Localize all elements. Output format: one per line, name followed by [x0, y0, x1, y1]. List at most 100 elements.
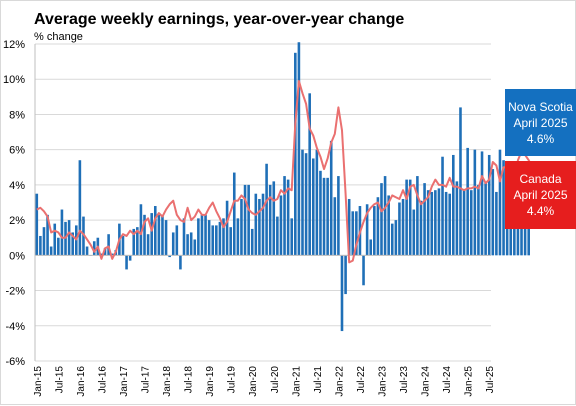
bar-nova-scotia [35, 193, 39, 256]
bar-nova-scotia [161, 214, 164, 256]
bar-nova-scotia [240, 198, 243, 256]
line-canada [36, 79, 540, 264]
canada-callout: Canada April 2025 4.4% [505, 161, 576, 229]
bar-nova-scotia [322, 177, 326, 256]
canada-callout-value: 4.4% [526, 204, 555, 218]
bar-nova-scotia [100, 253, 103, 256]
x-tick-label: Jul-15 [54, 366, 65, 394]
bar-nova-scotia [150, 213, 153, 256]
bar-nova-scotia [459, 107, 462, 256]
bar-nova-scotia [67, 220, 71, 256]
bar-nova-scotia [286, 179, 290, 256]
bar-nova-scotia [179, 255, 182, 270]
bar-nova-scotia [401, 198, 405, 256]
bar-nova-scotia [487, 154, 491, 256]
bar-nova-scotia [329, 140, 333, 256]
bar-nova-scotia [484, 183, 487, 256]
bar-nova-scotia [92, 241, 96, 256]
bar-nova-scotia [258, 198, 261, 256]
bar-nova-scotia [204, 214, 207, 256]
y-tick-label: 6% [9, 145, 25, 157]
bar-nova-scotia [182, 218, 186, 256]
bar-nova-scotia [57, 237, 60, 256]
nova-scotia-callout-value: 4.6% [526, 132, 555, 146]
bar-nova-scotia [186, 234, 189, 256]
bar-nova-scotia [222, 218, 225, 256]
bar-nova-scotia [480, 151, 484, 256]
x-tick-label: Jul-24 [442, 366, 453, 394]
y-tick-label: 4% [9, 180, 25, 192]
bar-nova-scotia [132, 228, 136, 256]
bar-nova-scotia [211, 225, 215, 256]
bar-nova-scotia [412, 209, 416, 256]
bar-nova-scotia [225, 200, 229, 256]
bar-nova-scotia [197, 218, 200, 256]
x-tick-label: Jan-19 [205, 366, 216, 397]
bar-nova-scotia [441, 156, 444, 256]
bar-nova-scotia [405, 179, 408, 256]
bar-nova-scotia [337, 176, 340, 256]
bar-nova-scotia [78, 160, 82, 256]
x-tick-label: Jul-16 [97, 366, 108, 394]
bar-nova-scotia [229, 227, 232, 256]
bar-nova-scotia [279, 195, 283, 256]
bar-nova-scotia [272, 181, 276, 256]
bar-nova-scotia [319, 170, 322, 256]
bar-nova-scotia [469, 190, 473, 256]
bar-nova-scotia [42, 227, 46, 256]
bar-nova-scotia [448, 193, 452, 256]
bar-nova-scotia [171, 232, 175, 256]
bar-nova-scotia [502, 160, 505, 256]
bar-nova-scotia [175, 225, 179, 256]
bar-nova-scotia [362, 255, 365, 286]
x-tick-label: Jul-17 [141, 366, 152, 394]
bar-nova-scotia [495, 191, 498, 256]
bar-nova-scotia [304, 153, 308, 256]
bar-nova-scotia [49, 246, 53, 256]
x-tick-label: Jul-18 [184, 366, 195, 394]
bar-nova-scotia [308, 93, 311, 256]
bar-nova-scotia [423, 183, 426, 256]
y-tick-label: 0% [9, 250, 25, 262]
bar-nova-scotia [168, 255, 171, 258]
y-tick-label: 8% [9, 109, 25, 121]
bar-nova-scotia [351, 211, 355, 256]
x-tick-label: Jul-20 [270, 366, 281, 394]
bar-nova-scotia [207, 220, 211, 256]
bar-nova-scotia [60, 209, 64, 256]
bar-nova-scotia [297, 42, 301, 256]
bar-nova-scotia [498, 149, 502, 256]
bar-nova-scotia [333, 197, 337, 256]
x-tick-label: Jul-19 [227, 366, 238, 394]
bar-nova-scotia [326, 177, 329, 256]
x-tick-label: Jul-22 [356, 366, 367, 394]
x-tick-label: Jan-18 [162, 366, 173, 397]
bar-nova-scotia [455, 181, 459, 256]
bar-nova-scotia [473, 149, 477, 256]
x-tick-label: Jan-22 [334, 366, 345, 397]
y-tick-label: -6% [5, 356, 25, 368]
bar-nova-scotia [265, 163, 268, 256]
bar-nova-scotia [189, 232, 193, 256]
bar-nova-scotia [200, 214, 204, 256]
bar-nova-scotia [136, 227, 139, 256]
bar-nova-scotia [466, 147, 469, 256]
bar-nova-scotia [157, 214, 161, 256]
y-tick-label: 2% [9, 215, 25, 227]
bar-nova-scotia [139, 204, 143, 256]
x-tick-label: Jan-21 [291, 366, 302, 397]
bar-nova-scotia [121, 235, 125, 256]
y-tick-label: -2% [5, 286, 25, 298]
y-tick-label: 10% [3, 74, 25, 86]
bar-nova-scotia [294, 52, 297, 256]
bar-nova-scotia [107, 234, 110, 256]
bar-nova-scotia [344, 255, 347, 295]
x-tick-label: Jan-25 [464, 366, 475, 397]
bar-nova-scotia [268, 184, 272, 256]
x-tick-label: Jan-20 [248, 366, 259, 397]
bar-nova-scotia [430, 191, 434, 256]
bar-nova-scotia [46, 214, 49, 256]
bar-nova-scotia [437, 188, 441, 256]
bar-nova-scotia [383, 176, 387, 256]
